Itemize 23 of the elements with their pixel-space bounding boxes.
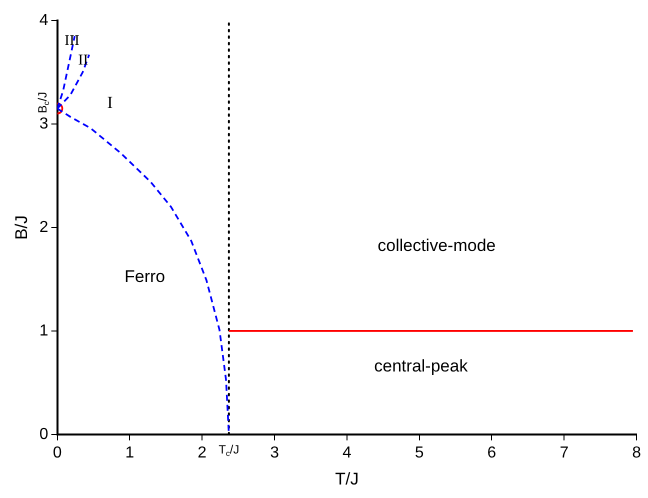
y-tick-label: 4 <box>39 12 48 30</box>
y-tick-label: 3 <box>39 115 48 132</box>
x-tick-label: 5 <box>414 444 424 462</box>
y-axis-title: B/J <box>12 215 31 240</box>
annotation: collective-mode <box>378 236 496 255</box>
x-tick-label: 7 <box>560 444 569 462</box>
x-tick-label: 8 <box>632 444 642 462</box>
x-tick-label: 6 <box>487 444 496 462</box>
x-tick-label: 4 <box>342 444 352 462</box>
y-tick-label: 1 <box>39 322 48 340</box>
y-tick-label: 0 <box>39 426 48 443</box>
annotation: Ferro <box>124 266 166 286</box>
x-tick-label: 1 <box>125 444 134 462</box>
annotation: Bc/J <box>36 92 52 114</box>
annotation: III <box>64 33 80 50</box>
y-tick-label: 2 <box>39 218 48 236</box>
x-tick-label: 2 <box>198 444 207 462</box>
x-tick-label: 0 <box>52 444 62 462</box>
x-axis-title: T/J <box>335 469 359 488</box>
annotation: II <box>78 52 88 69</box>
annotation: I <box>107 92 114 112</box>
annotation: central-peak <box>374 356 468 376</box>
x-tick-label: 3 <box>270 444 280 462</box>
